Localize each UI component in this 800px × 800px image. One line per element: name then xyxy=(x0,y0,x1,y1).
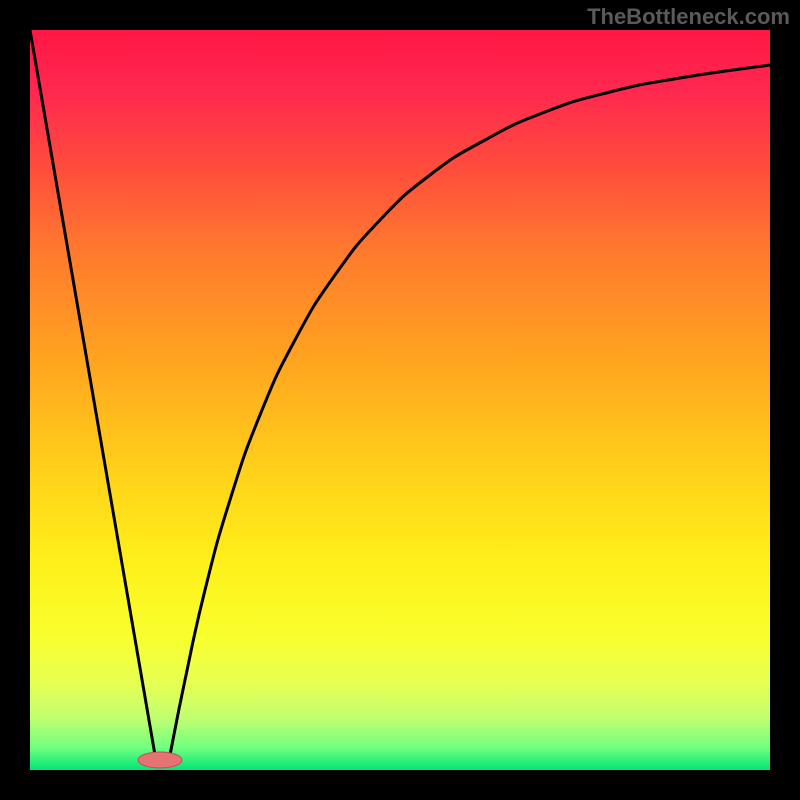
right-curve xyxy=(170,65,770,755)
bottleneck-marker xyxy=(138,752,182,768)
curve-overlay xyxy=(0,0,800,800)
plot-area xyxy=(30,30,770,770)
chart-container: TheBottleneck.com xyxy=(0,0,800,800)
left-line xyxy=(30,30,155,755)
watermark-text: TheBottleneck.com xyxy=(587,4,790,30)
